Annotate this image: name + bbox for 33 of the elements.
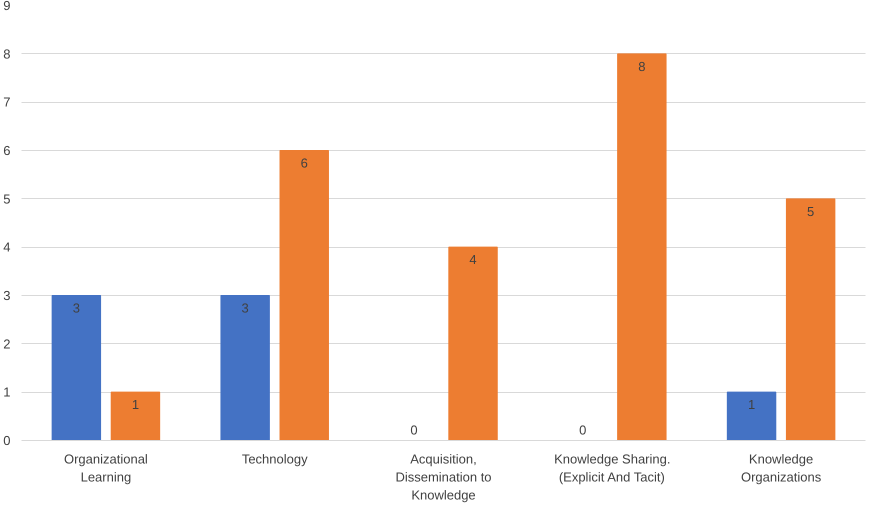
bar	[786, 198, 836, 440]
bar	[617, 53, 667, 440]
x-tick-label: Knowledge Sharing. (Explicit And Tacit)	[554, 452, 670, 484]
bar	[448, 246, 498, 440]
y-tick-label: 3	[3, 288, 11, 303]
data-label: 8	[638, 58, 646, 74]
y-tick-label: 8	[3, 46, 11, 62]
y-tick-label: 1	[3, 384, 11, 400]
y-tick-label: 4	[3, 240, 11, 255]
y-tick-label: 0	[3, 433, 11, 448]
data-label: 5	[807, 204, 814, 219]
bar	[726, 392, 776, 440]
bar	[52, 295, 102, 440]
bar	[110, 392, 160, 440]
data-label: 0	[410, 422, 418, 438]
data-label: 6	[300, 156, 308, 170]
y-tick-label: 7	[3, 94, 11, 110]
bar	[220, 295, 270, 440]
data-label: 0	[579, 422, 586, 438]
bar	[280, 150, 329, 440]
x-tick-label: Organizational Learning	[64, 452, 148, 484]
x-tick-label: Acquisition, Dissemination to Knowledge	[395, 452, 492, 502]
x-tick-label: Technology	[242, 452, 308, 466]
data-label: 1	[748, 397, 756, 412]
y-tick-label: 2	[3, 336, 11, 352]
y-tick-label: 9	[3, 0, 11, 13]
data-label: 3	[242, 300, 249, 316]
y-tick-label: 6	[3, 143, 11, 158]
x-tick-label: Knowledge Organizations	[740, 452, 822, 484]
data-label: 3	[72, 300, 80, 316]
y-tick-label: 5	[3, 191, 11, 206]
data-label: 1	[132, 397, 140, 412]
data-label: 4	[469, 252, 477, 268]
